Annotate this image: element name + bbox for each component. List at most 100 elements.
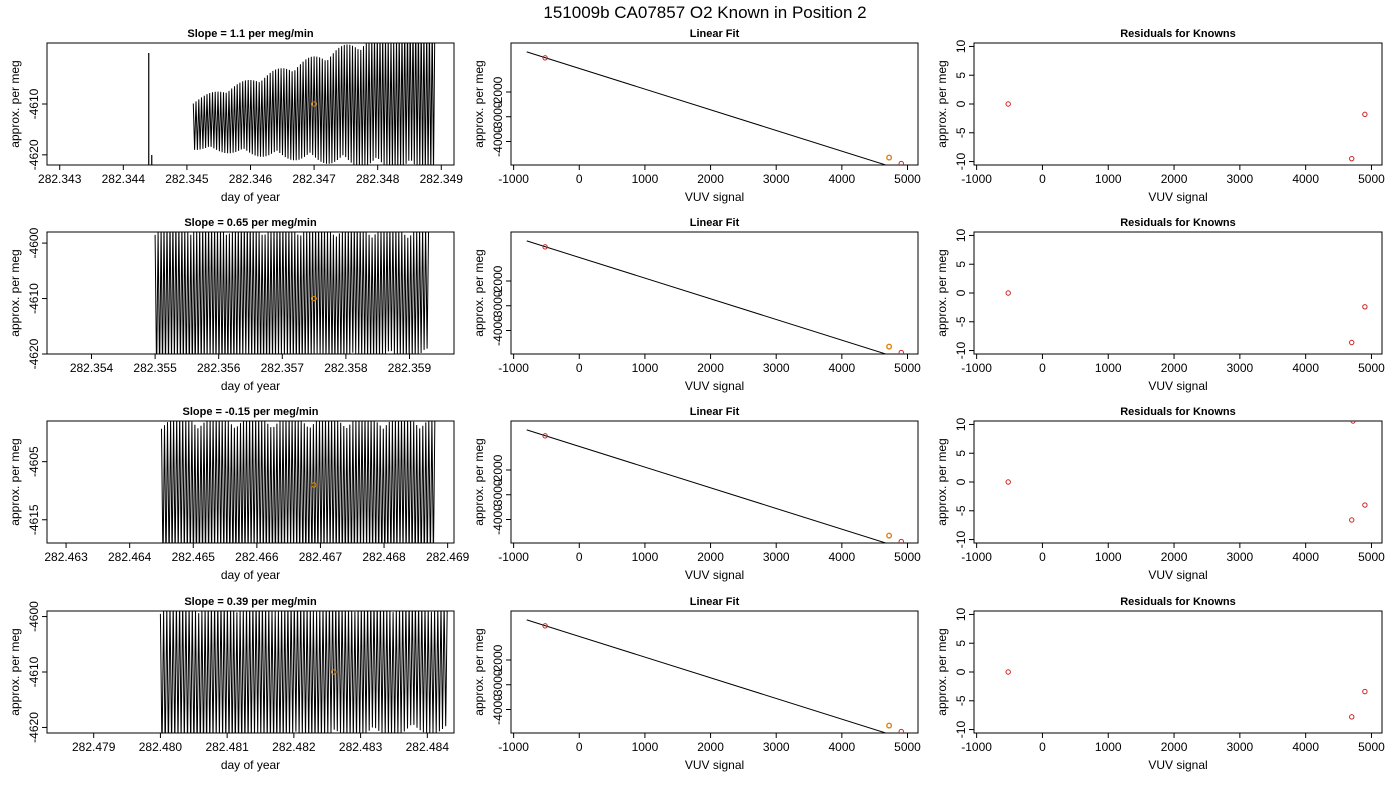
known-data-point	[1005, 669, 1011, 675]
x-tick-label: 4000	[829, 740, 856, 754]
x-tick-label: 0	[576, 361, 583, 375]
known-data-point	[898, 538, 904, 543]
x-tick-label: 282.483	[339, 740, 383, 754]
x-tick-label: 282.482	[272, 740, 316, 754]
x-tick-label: 3000	[763, 550, 790, 564]
panel-residuals-row2: Residuals for Knowns -1000 0 1000 2000 3000 40…	[935, 406, 1385, 582]
y-tick-label: -10	[954, 531, 968, 549]
x-tick-label: 3000	[763, 361, 790, 375]
y-axis-label: approx. per meg	[935, 438, 949, 525]
panel-title: Slope = 1.1 per meg/min	[187, 28, 314, 40]
x-tick-label: 282.466	[235, 550, 279, 564]
x-tick-label: 2000	[1161, 740, 1188, 754]
time-series-trace	[154, 232, 430, 354]
x-tick-label: 0	[1039, 361, 1046, 375]
x-tick-label: 3000	[1227, 172, 1254, 186]
y-axis-label: approx. per meg	[8, 60, 22, 147]
y-tick-label: -3000	[491, 290, 505, 321]
fit-line	[526, 619, 888, 733]
y-tick-label: -4620	[27, 338, 41, 369]
x-axis-label: day of year	[221, 190, 280, 204]
x-tick-label: 1000	[632, 361, 659, 375]
panel-title: Residuals for Knowns	[1120, 217, 1236, 229]
known-data-point	[542, 244, 548, 250]
x-tick-label: 1000	[632, 172, 659, 186]
x-tick-label: 0	[576, 740, 583, 754]
known-data-point	[1349, 714, 1355, 720]
x-tick-label: 2000	[697, 361, 724, 375]
y-tick-label: -2000	[491, 454, 505, 485]
known-data-point	[1349, 517, 1355, 523]
x-tick-label: 282.480	[139, 740, 183, 754]
known-data-point	[1349, 339, 1355, 346]
x-tick-label: 282.354	[70, 361, 114, 375]
sample-data-point	[886, 532, 893, 539]
x-tick-label: 2000	[697, 550, 724, 564]
x-tick-label: -1000	[961, 550, 992, 564]
y-tick-label: 10	[954, 417, 968, 431]
y-tick-label: -3000	[491, 479, 505, 510]
panel-title: Linear Fit	[690, 28, 740, 40]
x-tick-label: 2000	[697, 172, 724, 186]
x-tick-label: -1000	[961, 361, 992, 375]
panel-residuals-row3: Residuals for Knowns -1000 0 1000 2000 3000 40…	[935, 596, 1385, 772]
y-tick-label: -4620	[27, 712, 41, 743]
y-tick-label: 0	[954, 668, 968, 675]
x-tick-label: 5000	[894, 361, 921, 375]
x-tick-label: 0	[1039, 550, 1046, 564]
time-series-trace	[192, 43, 436, 165]
panel-grid: Slope = 1.1 per meg/min 282.343 282.344 282…	[8, 28, 1385, 772]
y-tick-label: -2000	[491, 644, 505, 675]
y-tick-label: 5	[954, 640, 968, 647]
panel-title: Residuals for Knowns	[1120, 28, 1236, 40]
panel-residuals-row1: Residuals for Knowns -1000 0 1000 2000 3000 40…	[935, 217, 1385, 393]
plot-frame	[973, 231, 1383, 355]
x-tick-label: 4000	[1292, 361, 1319, 375]
x-tick-label: 282.467	[299, 550, 343, 564]
x-tick-label: 5000	[1358, 740, 1385, 754]
x-axis-label: day of year	[221, 568, 280, 582]
panel-title: Slope = -0.15 per meg/min	[182, 406, 318, 418]
mean-point-marker	[311, 101, 317, 107]
x-tick-label: 4000	[1292, 550, 1319, 564]
x-tick-label: 1000	[1095, 550, 1122, 564]
x-axis-label: VUV signal	[685, 379, 744, 393]
panel-residuals-row0: Residuals for Knowns -1000 0 1000 2000 3000 40…	[935, 28, 1385, 204]
y-axis-label: approx. per meg	[472, 438, 486, 525]
x-tick-label: 0	[576, 172, 583, 186]
plot-frame	[973, 420, 1383, 544]
x-tick-label: -1000	[961, 172, 992, 186]
x-tick-label: 1000	[1095, 740, 1122, 754]
y-tick-label: 0	[954, 289, 968, 296]
y-tick-label: -3000	[491, 669, 505, 700]
x-tick-label: 2000	[1161, 361, 1188, 375]
x-tick-label: 5000	[1358, 361, 1385, 375]
x-tick-label: 0	[1039, 172, 1046, 186]
y-tick-label: 10	[954, 228, 968, 242]
y-tick-label: -3000	[491, 101, 505, 132]
time-series-trace	[161, 421, 436, 543]
x-tick-label: -1000	[498, 740, 529, 754]
x-tick-label: 1000	[1095, 172, 1122, 186]
panel-title: Linear Fit	[690, 217, 740, 229]
y-tick-label: 10	[954, 607, 968, 621]
figure-title: 151009b CA07857 O2 Known in Position 2	[543, 3, 866, 22]
y-tick-label: 0	[954, 478, 968, 485]
x-tick-label: 282.348	[356, 172, 400, 186]
x-tick-label: 282.469	[426, 550, 470, 564]
mean-point-marker	[311, 295, 317, 302]
fit-line	[526, 429, 888, 543]
x-tick-label: 2000	[697, 740, 724, 754]
x-tick-label: 282.484	[406, 740, 450, 754]
y-tick-label: -4000	[491, 504, 505, 535]
x-axis-label: VUV signal	[1148, 758, 1207, 772]
panel-linear-fit-row0: Linear Fit -1000 0 1000 2000 3000 4000 5000 -200…	[472, 28, 921, 204]
x-tick-label: 4000	[829, 550, 856, 564]
y-tick-label: 10	[954, 39, 968, 53]
x-tick-label: 282.465	[172, 550, 216, 564]
panel-time-series-row0: Slope = 1.1 per meg/min 282.343 282.344 282…	[8, 28, 463, 204]
x-tick-label: 5000	[1358, 172, 1385, 186]
time-series-trace	[159, 611, 448, 733]
y-tick-label: -10	[954, 153, 968, 171]
y-axis-label: approx. per meg	[8, 249, 22, 336]
